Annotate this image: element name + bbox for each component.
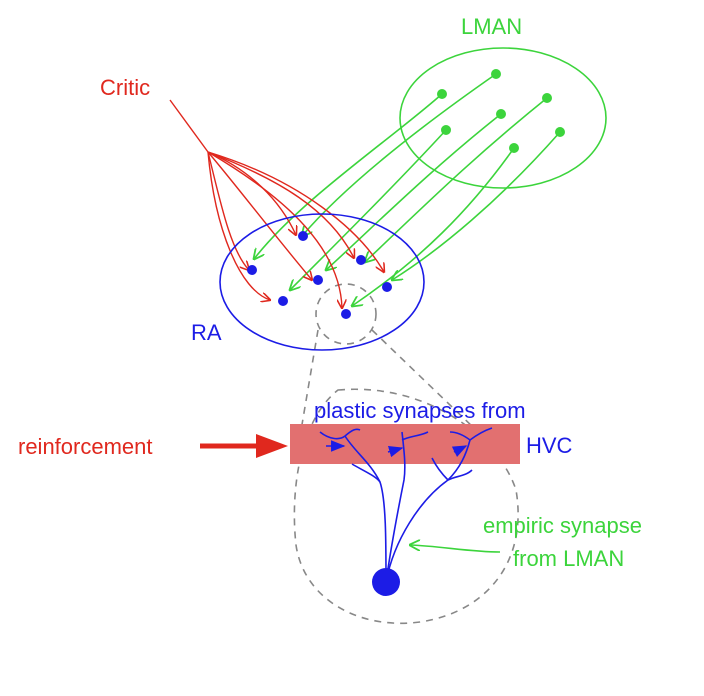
- lman-projections: [254, 73, 561, 306]
- lman-ellipse: [399, 47, 607, 189]
- critic-projections: [169, 99, 384, 308]
- hvc-synapse: [451, 445, 468, 457]
- hvc-synapse: [387, 446, 404, 458]
- critic-line: [169, 99, 209, 153]
- empiric-synapse-label: empiric synapse: [483, 513, 642, 538]
- lman-projection: [254, 93, 443, 259]
- lman-projection: [302, 73, 497, 236]
- dendrite-branch: [319, 431, 346, 440]
- lman-projection: [352, 147, 515, 306]
- empiric-synapse: [410, 545, 501, 553]
- reinforcement-label: reinforcement: [18, 434, 153, 459]
- reinforcement-arrow: [200, 434, 288, 458]
- plastic-synapses-label: plastic synapses from: [314, 398, 526, 423]
- ra-neuron: [247, 265, 257, 275]
- neuron-soma: [372, 568, 400, 596]
- critic-projection: [207, 151, 312, 280]
- ra-label: RA: [191, 320, 222, 345]
- lman-projection: [326, 113, 502, 270]
- critic-projection: [207, 151, 270, 300]
- zoom-source-circle: [315, 283, 377, 345]
- lman-projection: [365, 97, 548, 262]
- critic-label: Critic: [100, 75, 150, 100]
- critic-projection: [207, 151, 342, 308]
- critic-projection: [207, 151, 354, 258]
- ra-nucleus: [219, 213, 425, 351]
- ra-neuron: [313, 275, 323, 285]
- lman-projection: [392, 131, 561, 280]
- dendrite-branch: [344, 428, 361, 437]
- critic-projection: [207, 151, 384, 272]
- ra-neuron: [382, 282, 392, 292]
- dendrite-branch: [431, 457, 449, 481]
- ra-neuron: [341, 309, 351, 319]
- hvc-label: HVC: [526, 433, 573, 458]
- ra-neuron: [278, 296, 288, 306]
- lman-label: LMAN: [461, 14, 522, 39]
- critic-projection: [207, 151, 249, 270]
- dendrite-branch: [447, 469, 473, 481]
- dendrite-branch: [351, 463, 381, 483]
- dendrite: [344, 435, 387, 583]
- enlarged-neuron: [319, 427, 501, 596]
- lman-nucleus: [399, 47, 607, 189]
- zoom-connector-right: [371, 329, 477, 431]
- zoom-neuron-outline: [293, 388, 519, 624]
- dendrite: [385, 431, 406, 583]
- dendrite-branch: [401, 431, 429, 441]
- ra-ellipse: [219, 213, 425, 351]
- from-lman-label: from LMAN: [513, 546, 624, 571]
- dendrite-branch: [449, 431, 471, 441]
- dendrite-branch: [469, 427, 493, 441]
- ra-neuron: [356, 255, 366, 265]
- ra-neuron: [298, 231, 308, 241]
- critic-projection: [207, 151, 296, 235]
